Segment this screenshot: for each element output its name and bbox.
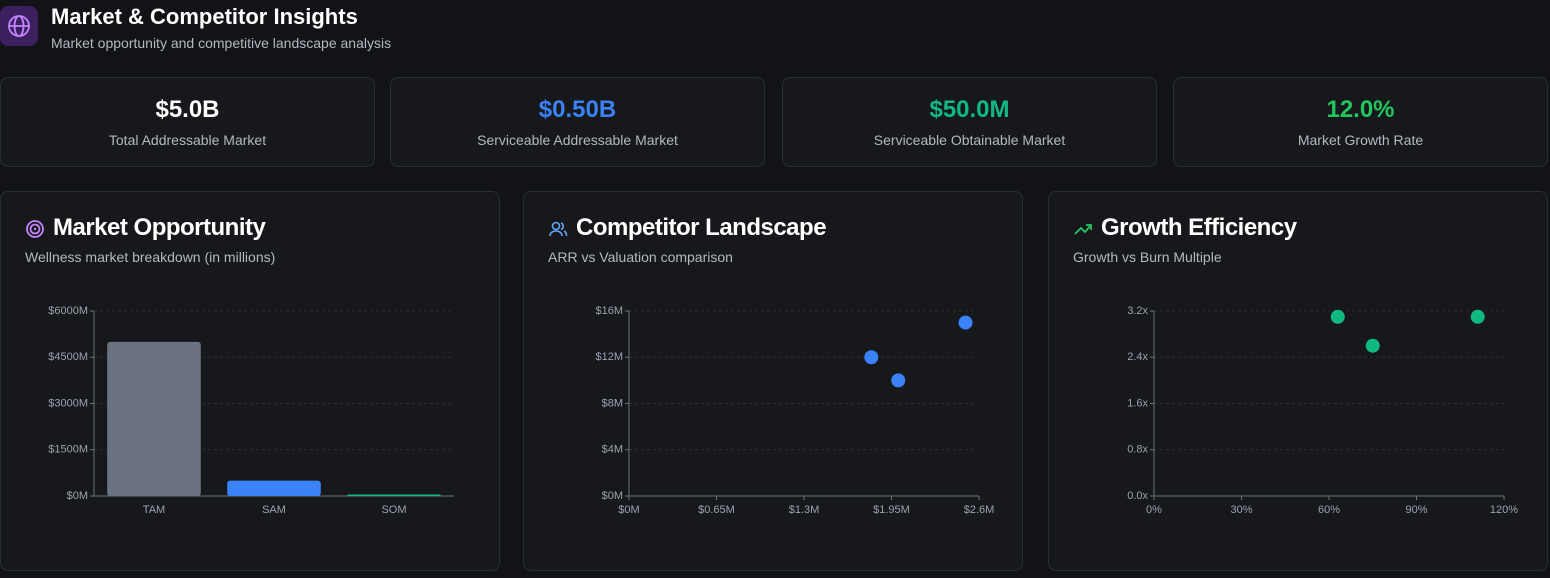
- kpi-card: $50.0M Serviceable Obtainable Market: [782, 77, 1157, 167]
- bar: [107, 341, 201, 496]
- x-tick-label: $0M: [618, 504, 639, 516]
- chart-subtitle: Wellness market breakdown (in millions): [25, 249, 276, 265]
- point: [1365, 338, 1380, 353]
- y-tick-label: $12M: [595, 351, 623, 363]
- y-tick-label: $3000M: [48, 397, 88, 409]
- x-tick-label: SAM: [262, 504, 286, 516]
- kpi-label: Market Growth Rate: [1297, 132, 1424, 148]
- kpi-label: Serviceable Obtainable Market: [873, 132, 1066, 148]
- chart-title: Market Opportunity: [53, 214, 266, 241]
- chart-card: Competitor Landscape ARR vs Valuation com…: [523, 191, 1023, 571]
- x-tick-label: $2.6M: [964, 504, 995, 516]
- point: [1330, 309, 1345, 324]
- globe-icon: [8, 15, 30, 37]
- y-tick-label: 3.2x: [1127, 305, 1148, 317]
- page-subtitle: Market opportunity and competitive lands…: [51, 35, 392, 51]
- kpi-card: $0.50B Serviceable Addressable Market: [390, 77, 765, 167]
- chart: $0M $1500M $3000M $4500M $6000M TAM SAM SOM: [48, 305, 454, 516]
- y-tick-label: $1500M: [48, 444, 88, 456]
- point: [891, 373, 906, 388]
- chart: $0M $4M $8M $12M $16M $0M $0.65M $1.3M $1.95M $2.…: [595, 305, 995, 516]
- y-tick-label: $6000M: [48, 305, 88, 317]
- point: [1470, 309, 1485, 324]
- x-tick-label: $1.95M: [873, 504, 910, 516]
- chart-card: Growth Efficiency Growth vs Burn Multiple…: [1048, 191, 1548, 571]
- x-tick-label: 0%: [1146, 504, 1162, 516]
- page-title: Market & Competitor Insights: [51, 4, 358, 29]
- x-tick-label: 60%: [1318, 504, 1340, 516]
- y-tick-label: 1.6x: [1127, 397, 1148, 409]
- kpi-card: $5.0B Total Addressable Market: [0, 77, 375, 167]
- point: [864, 350, 879, 365]
- chart-title: Competitor Landscape: [576, 214, 827, 241]
- chart: 0.0x 0.8x 1.6x 2.4x 3.2x 0% 30% 60% 90% 120%: [1127, 305, 1518, 516]
- point: [958, 315, 973, 330]
- kpi-label: Serviceable Addressable Market: [477, 132, 678, 148]
- x-tick-label: 90%: [1405, 504, 1427, 516]
- y-tick-label: $4500M: [48, 351, 88, 363]
- chart-card: Market Opportunity Wellness market breakd…: [0, 191, 500, 571]
- bar: [227, 480, 321, 496]
- y-tick-label: $8M: [602, 397, 623, 409]
- kpi-value: $5.0B: [155, 96, 220, 123]
- users-icon: [549, 221, 568, 237]
- header-icon: [0, 6, 38, 46]
- x-tick-label: 120%: [1490, 504, 1518, 516]
- x-tick-label: $0.65M: [698, 504, 735, 516]
- y-tick-label: $0M: [67, 490, 88, 502]
- kpi-label: Total Addressable Market: [108, 132, 267, 148]
- kpi-card: 12.0% Market Growth Rate: [1173, 77, 1548, 167]
- x-tick-label: 30%: [1230, 504, 1252, 516]
- y-tick-label: 2.4x: [1127, 351, 1148, 363]
- kpi-value: 12.0%: [1326, 96, 1395, 123]
- kpi-value: $50.0M: [929, 96, 1010, 123]
- x-tick-label: $1.3M: [789, 504, 820, 516]
- trend-icon: [1074, 224, 1092, 235]
- bar: [347, 494, 441, 496]
- target-icon: [26, 220, 44, 238]
- chart-subtitle: ARR vs Valuation comparison: [548, 249, 733, 265]
- x-tick-label: TAM: [143, 504, 165, 516]
- y-tick-label: $4M: [602, 444, 623, 456]
- y-tick-label: $0M: [602, 490, 623, 502]
- kpi-value: $0.50B: [538, 96, 617, 123]
- chart-title: Growth Efficiency: [1101, 214, 1297, 241]
- chart-subtitle: Growth vs Burn Multiple: [1073, 249, 1222, 265]
- y-tick-label: 0.8x: [1127, 444, 1148, 456]
- y-tick-label: $16M: [595, 305, 623, 317]
- y-tick-label: 0.0x: [1127, 490, 1148, 502]
- x-tick-label: SOM: [381, 504, 406, 516]
